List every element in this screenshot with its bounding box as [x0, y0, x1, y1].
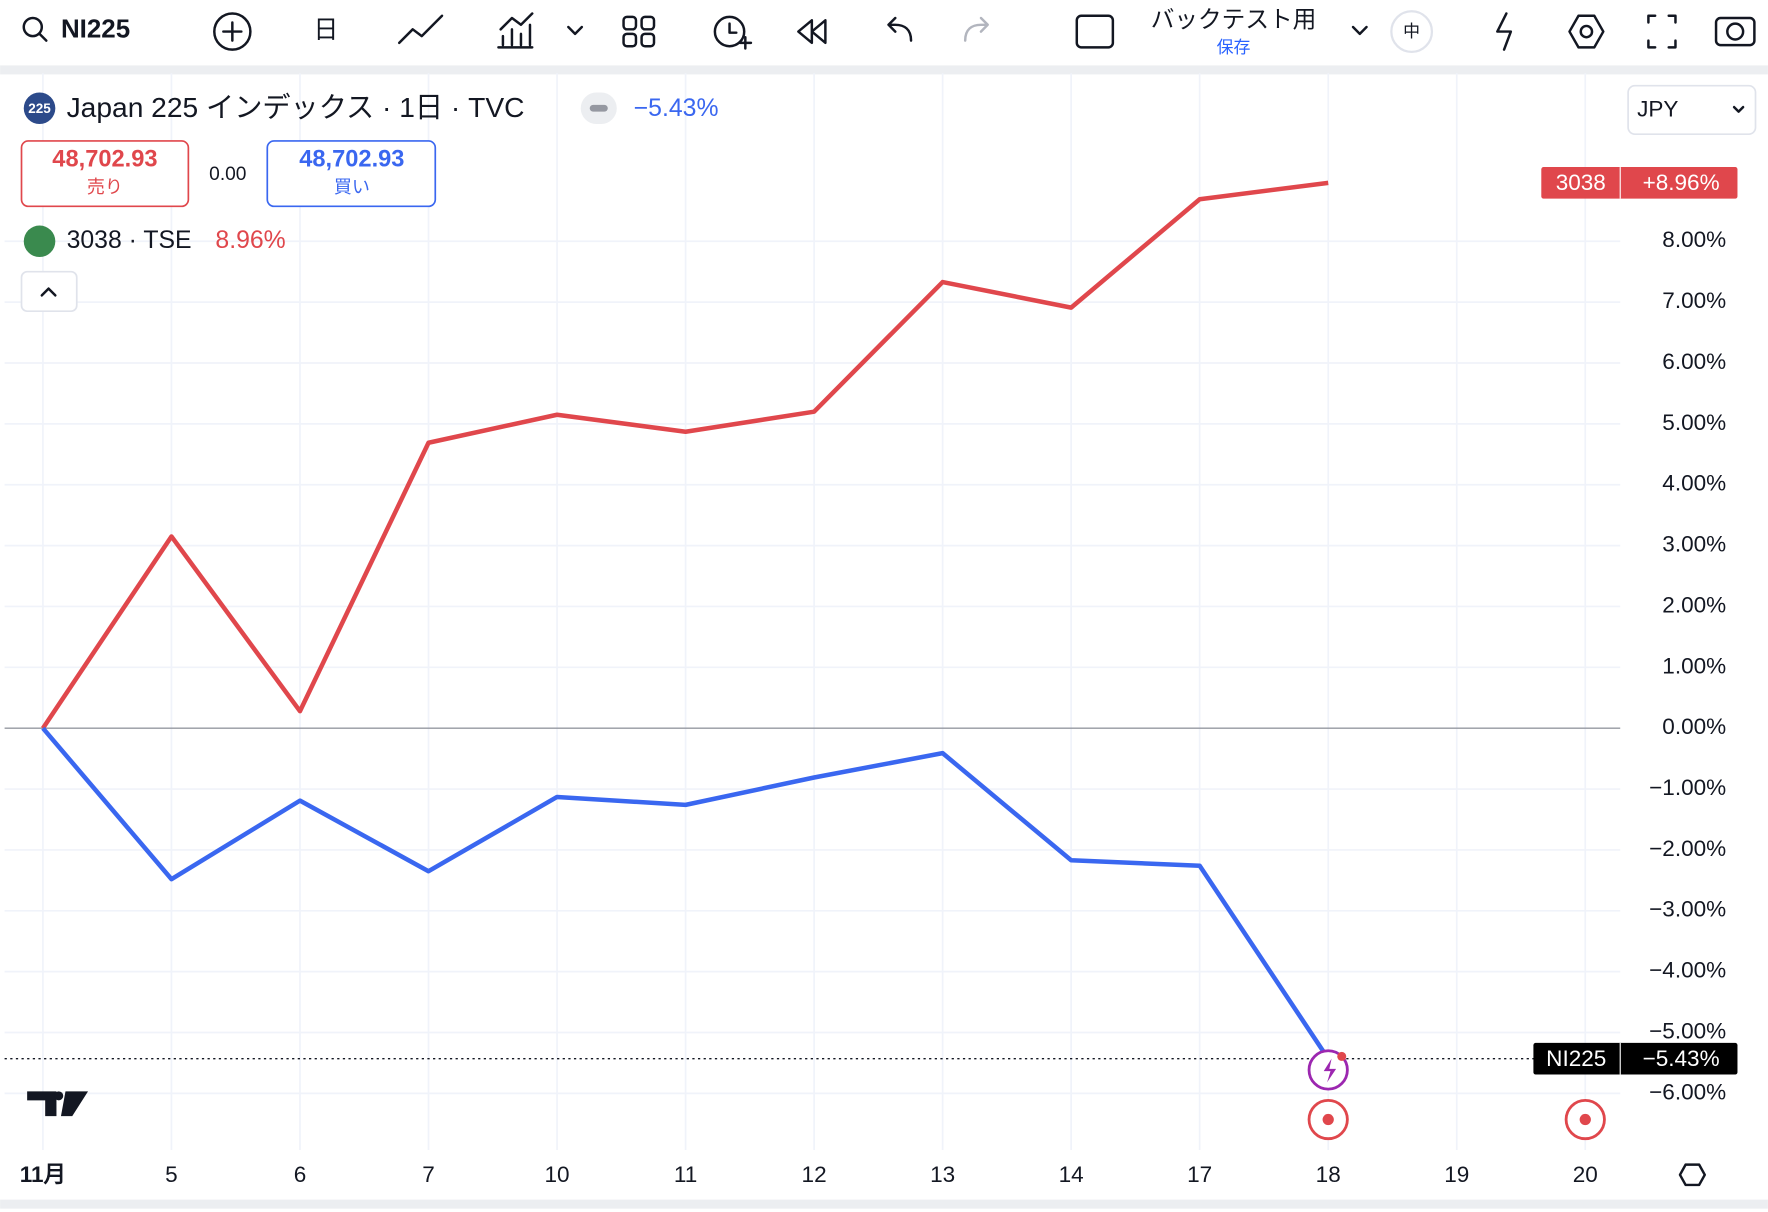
- layout-icon: [622, 32, 638, 48]
- y-tick-label: −4.00%: [1649, 958, 1726, 983]
- y-tick-label: 3.00%: [1662, 532, 1726, 557]
- y-tick-label: −5.00%: [1649, 1018, 1726, 1043]
- layout-icon: [640, 15, 656, 31]
- axis-settings[interactable]: [1678, 1163, 1707, 1187]
- quick[interactable]: [1496, 12, 1513, 51]
- series-line: [41, 180, 1329, 730]
- lens: [1726, 22, 1745, 41]
- y-tick-label: 4.00%: [1662, 471, 1726, 496]
- settings[interactable]: [1568, 14, 1605, 49]
- y-tick-label: 0.00%: [1662, 714, 1726, 739]
- toolbar: NI225 日 バックテスト用 保存 中: [22, 8, 1756, 57]
- price-tag: [1541, 167, 1738, 199]
- x-tick-label: 20: [1573, 1162, 1598, 1187]
- buy-button[interactable]: [266, 140, 437, 208]
- x-tick-label: 11: [674, 1162, 697, 1187]
- dropdown[interactable]: [1351, 25, 1368, 36]
- collapse-button[interactable]: [20, 270, 78, 313]
- search-icon[interactable]: [22, 16, 44, 38]
- layout-status: 保存: [1217, 38, 1251, 57]
- price-tag-name: 3038: [1556, 170, 1606, 195]
- plot: 11月 5 6 7 10 11 12 13 14 17 18 19 20 −6.00% −5.00% −4.0…: [0, 73, 1768, 1209]
- symbol-logo: [23, 92, 56, 125]
- sell-button[interactable]: [20, 140, 190, 208]
- x-tick-label: 6: [294, 1162, 307, 1187]
- y-tick-label: 8.00%: [1662, 227, 1726, 252]
- dropdown: [1732, 105, 1745, 113]
- layout-icon: [640, 32, 656, 48]
- y-tick-label: −3.00%: [1649, 897, 1726, 922]
- layout-box[interactable]: [1075, 14, 1115, 49]
- event-icon: [1323, 1058, 1337, 1083]
- alert[interactable]: [713, 15, 746, 48]
- x-tick-label: 18: [1316, 1162, 1341, 1187]
- add-symbol[interactable]: [213, 12, 252, 51]
- price-tag-value: −5.43%: [1643, 1046, 1720, 1071]
- price-tag-value: +8.96%: [1643, 170, 1720, 195]
- add-icon: [222, 21, 243, 42]
- price-tag: [1533, 1042, 1738, 1075]
- symbol-logo-text: 225: [28, 101, 51, 116]
- search-icon-handle: [38, 32, 48, 42]
- symbol[interactable]: NI225: [61, 15, 130, 43]
- sell-price: 48,702.93: [52, 146, 157, 172]
- y-tick-label: −6.00%: [1649, 1079, 1726, 1104]
- settings-center: [1579, 24, 1594, 39]
- buy-price: 48,702.93: [299, 146, 404, 172]
- chart-type[interactable]: [397, 14, 444, 45]
- y-tick-label: −1.00%: [1649, 775, 1726, 800]
- x-tick-label: 13: [930, 1162, 955, 1187]
- alert-icon: [728, 22, 753, 50]
- compare-logo: [23, 225, 56, 258]
- sell-label: 売り: [87, 177, 123, 197]
- layout-name[interactable]: バックテスト用: [1151, 8, 1317, 34]
- currency-button[interactable]: [1627, 84, 1757, 136]
- x-tick-label: 5: [165, 1162, 178, 1187]
- spread: 0.00: [209, 164, 246, 185]
- screenshot[interactable]: [1714, 16, 1756, 47]
- x-tick-label: 10: [545, 1162, 570, 1187]
- event-dot: [1337, 1051, 1347, 1061]
- legend: 225 Japan 225 インデックス · 1日 · TVC −5.43% 4…: [20, 84, 1757, 1187]
- buy-label: 買い: [334, 177, 370, 197]
- status-dot: [589, 104, 608, 112]
- x-tick-label: 11月: [20, 1162, 66, 1187]
- x-tick-label: 12: [802, 1162, 827, 1187]
- y-tick-label: 5.00%: [1662, 410, 1726, 435]
- toolbar-divider: [0, 65, 1768, 75]
- compare-symbol: 3038 · TSE: [67, 227, 192, 254]
- x-tick-label: 7: [422, 1162, 435, 1187]
- interval[interactable]: 日: [314, 17, 339, 44]
- dividend-dot: [1322, 1113, 1334, 1126]
- dropdown[interactable]: [567, 25, 584, 36]
- collapse-icon: [40, 287, 57, 297]
- series-line: [41, 726, 1331, 1060]
- redo[interactable]: [963, 16, 989, 42]
- replay[interactable]: [797, 19, 827, 45]
- indicators[interactable]: [497, 12, 534, 49]
- dividend-dot: [1579, 1113, 1591, 1126]
- y-tick-label: −2.00%: [1649, 836, 1726, 861]
- y-tick-label: 7.00%: [1662, 288, 1726, 313]
- undo[interactable]: [887, 16, 913, 42]
- lang-button[interactable]: [1390, 10, 1434, 53]
- fullscreen[interactable]: [1647, 14, 1677, 49]
- y-tick-label: 1.00%: [1662, 653, 1726, 678]
- y-tick-label: 6.00%: [1662, 349, 1726, 374]
- x-tick-label: 17: [1187, 1162, 1212, 1187]
- price-tag-name: NI225: [1546, 1046, 1606, 1071]
- currency: JPY: [1637, 96, 1678, 121]
- x-tick-label: 14: [1059, 1162, 1084, 1187]
- lang: 中: [1403, 22, 1420, 41]
- y-tick-label: 2.00%: [1662, 592, 1726, 617]
- main-change: −5.43%: [634, 95, 719, 122]
- x-tick-label: 19: [1444, 1162, 1469, 1187]
- compare-change: 8.96%: [215, 227, 285, 254]
- tv-logo: [27, 1091, 89, 1117]
- layout-icon[interactable]: [622, 15, 638, 31]
- tv-logo-dot: [54, 1091, 64, 1101]
- main-title: Japan 225 インデックス · 1日 · TVC: [67, 91, 525, 123]
